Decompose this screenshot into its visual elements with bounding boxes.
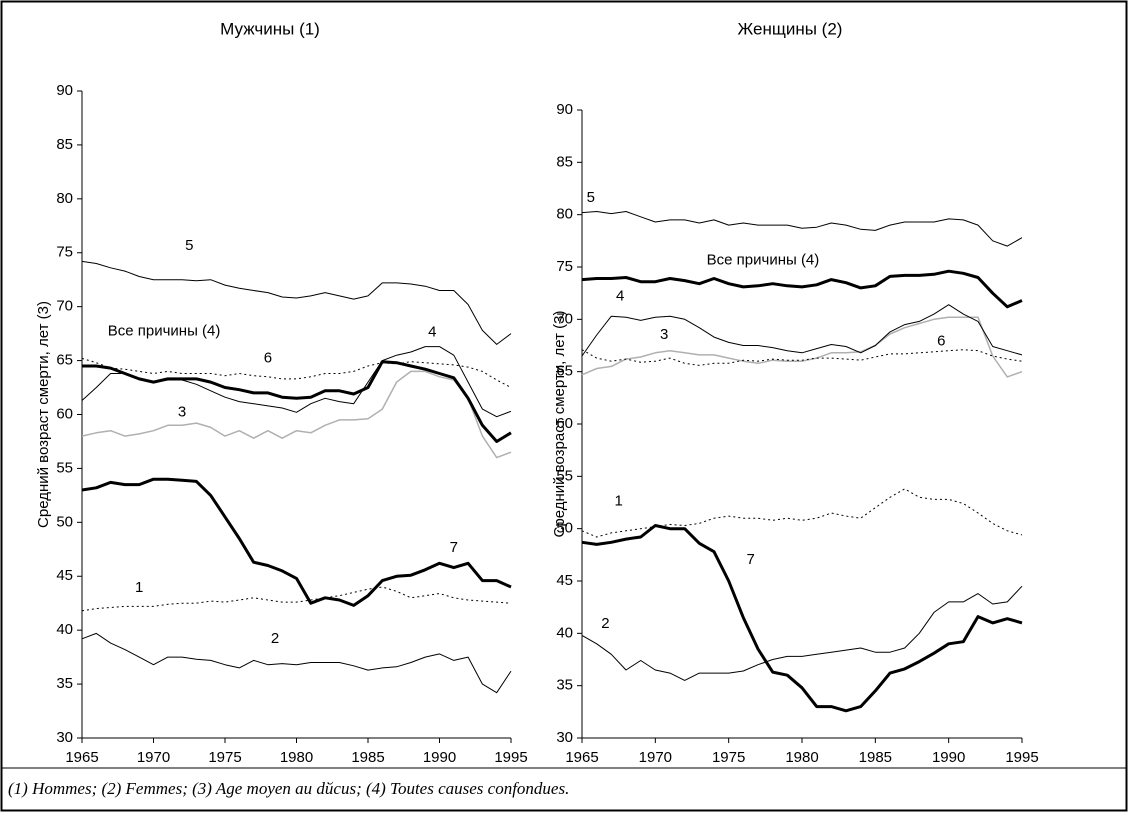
series-line — [581, 316, 1023, 378]
series-label: 6 — [937, 332, 945, 349]
chart-title: Женщины (2) — [738, 19, 843, 38]
x-tick-label: 1970 — [137, 749, 170, 766]
y-axis-label: Средний возраст смерти, лет (3) — [551, 311, 568, 538]
series-line — [581, 524, 1023, 713]
series-label: 6 — [264, 349, 272, 366]
y-tick-label: 35 — [56, 675, 73, 692]
series-line — [81, 346, 512, 418]
series-line — [581, 349, 1023, 366]
y-tick-label: 65 — [56, 352, 73, 369]
y-tick-label: 70 — [556, 310, 573, 327]
x-tick-label: 1975 — [208, 749, 241, 766]
y-tick-label: 75 — [56, 244, 73, 261]
series-line — [81, 370, 512, 459]
series-label: 4 — [616, 287, 624, 304]
annotation: Все причины (4) — [108, 322, 221, 339]
x-tick-label: 1965 — [65, 749, 98, 766]
y-tick-label: 45 — [556, 572, 573, 589]
y-tick-label: 80 — [56, 190, 73, 207]
x-tick-label: 1995 — [494, 749, 527, 766]
y-tick-label: 75 — [556, 258, 573, 275]
caption: (1) Hommes; (2) Femmes; (3) Age moyen au… — [8, 779, 569, 798]
series-label: 3 — [660, 326, 668, 343]
series-line — [81, 586, 512, 612]
series-label: 7 — [450, 539, 458, 556]
x-tick-label: 1990 — [423, 749, 456, 766]
y-tick-label: 80 — [556, 206, 573, 223]
series-label: 1 — [135, 579, 143, 596]
x-tick-label: 1975 — [712, 749, 745, 766]
x-tick-label: 1980 — [785, 749, 818, 766]
series-line — [581, 269, 1023, 309]
y-tick-label: 50 — [56, 513, 73, 530]
series-label: 4 — [428, 324, 436, 341]
series-label: 3 — [178, 403, 186, 420]
y-tick-label: 55 — [556, 467, 573, 484]
x-tick-label: 1990 — [932, 749, 965, 766]
x-tick-label: 1985 — [859, 749, 892, 766]
y-tick-label: 40 — [56, 621, 73, 638]
y-tick-label: 40 — [556, 624, 573, 641]
x-tick-label: 1985 — [351, 749, 384, 766]
y-tick-label: 30 — [556, 729, 573, 746]
annotation: Все причины (4) — [707, 252, 820, 269]
y-tick-label: 90 — [556, 101, 573, 118]
series-line — [81, 477, 512, 607]
y-tick-label: 65 — [556, 363, 573, 380]
y-tick-label: 90 — [56, 82, 73, 99]
y-tick-label: 60 — [56, 405, 73, 422]
y-tick-label: 50 — [556, 520, 573, 537]
series-label: 2 — [271, 630, 279, 647]
series-label: 2 — [601, 615, 609, 632]
x-tick-label: 1995 — [1005, 749, 1038, 766]
y-tick-label: 30 — [56, 729, 73, 746]
y-tick-label: 55 — [56, 459, 73, 476]
y-axis-label: Средний возраст смерти, лет (3) — [35, 301, 52, 528]
series-line — [581, 304, 1023, 357]
y-tick-label: 35 — [556, 677, 573, 694]
y-tick-label: 45 — [56, 567, 73, 584]
y-tick-label: 70 — [56, 298, 73, 315]
series-line — [581, 211, 1023, 247]
x-tick-label: 1965 — [565, 749, 598, 766]
series-label: 7 — [746, 551, 754, 568]
y-tick-label: 85 — [556, 153, 573, 170]
series-label: 1 — [614, 492, 622, 509]
series-line — [81, 260, 512, 345]
chart-title: Мужчины (1) — [220, 19, 320, 38]
y-tick-label: 60 — [556, 415, 573, 432]
series-line — [81, 357, 512, 388]
series-label: 5 — [587, 189, 595, 206]
x-tick-label: 1980 — [280, 749, 313, 766]
y-tick-label: 85 — [56, 136, 73, 153]
series-line — [581, 585, 1023, 681]
series-line — [82, 360, 512, 443]
x-tick-label: 1970 — [639, 749, 672, 766]
series-line — [81, 632, 512, 694]
series-label: 5 — [185, 237, 193, 254]
